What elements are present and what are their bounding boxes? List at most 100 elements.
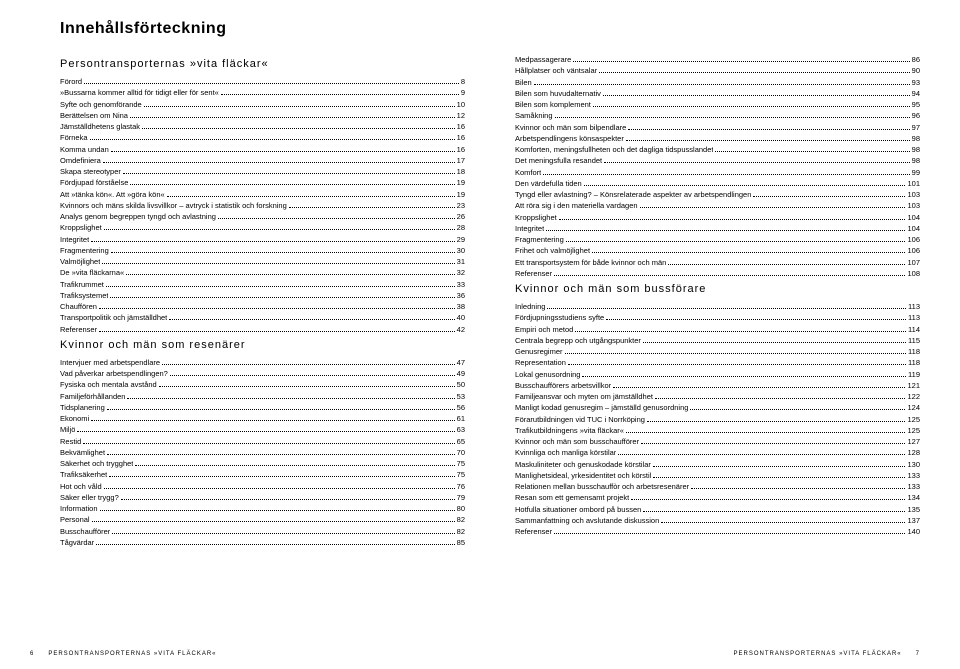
toc-entry-page: 134 — [907, 492, 920, 503]
toc-entry: Komfort 99 — [515, 167, 920, 178]
toc-entry-label: Empiri och metod — [515, 324, 573, 335]
toc-entry-page: 127 — [907, 436, 920, 447]
toc-entry-label: Intervjuer med arbetspendlare — [60, 357, 160, 368]
toc-entry-page: 94 — [912, 88, 920, 99]
toc-entry-page: 99 — [912, 167, 920, 178]
toc-entry: Den värdefulla tiden101 — [515, 178, 920, 189]
toc-entry-label: Att röra sig i den materiella vardagen — [515, 200, 638, 211]
toc-entry-label: Miljö — [60, 424, 75, 435]
toc-entry-label: Busschaufförers arbetsvillkor — [515, 380, 611, 391]
toc-entry-page: 8 — [461, 76, 465, 87]
footer-left-pagenum: 6 — [30, 651, 34, 657]
toc-entry-page: 86 — [912, 54, 920, 65]
toc-entry: Inledning 113 — [515, 301, 920, 312]
toc-entry-page: 61 — [457, 413, 465, 424]
toc-entry: Tågvärdar85 — [60, 537, 465, 548]
toc-entry-label: Ekonomi — [60, 413, 89, 424]
toc-entry: Resan som ett gemensamt projekt 134 — [515, 492, 920, 503]
toc-entry: Berättelsen om Nina12 — [60, 110, 465, 121]
toc-entry-dots — [691, 488, 905, 489]
toc-entry-label: Komfort — [515, 167, 541, 178]
toc-entry-page: 118 — [908, 357, 920, 368]
toc-entry-label: Sammanfattning och avslutande diskussion — [515, 515, 659, 526]
toc-entry: Hot och våld76 — [60, 481, 465, 492]
toc-entry-dots — [592, 252, 905, 253]
toc-entry: »Bussarna kommer alltid för tidigt eller… — [60, 87, 465, 98]
toc-entry-page: 79 — [457, 492, 465, 503]
toc-entry-label: Trafiksystemet — [60, 290, 108, 301]
toc-entry-label: Maskuliniteter och genuskodade körstilar — [515, 459, 651, 470]
toc-entry-dots — [84, 83, 459, 84]
toc-entry-dots — [289, 207, 455, 208]
toc-entry-page: 36 — [457, 290, 465, 301]
toc-entry-label: Fragmentering — [60, 245, 109, 256]
toc-entry-label: Trafiksäkerhet — [60, 469, 107, 480]
toc-entry-page: 113 — [908, 301, 920, 312]
toc-entry-page: 133 — [907, 481, 920, 492]
toc-entry-dots — [566, 241, 906, 242]
toc-entry-label: Referenser — [515, 268, 552, 279]
toc-entry: Genusregimer118 — [515, 346, 920, 357]
toc-entry-label: Hot och våld — [60, 481, 102, 492]
toc-entry-label: Personal — [60, 514, 90, 525]
toc-entry-dots — [102, 263, 454, 264]
toc-entry-label: Bilen — [515, 77, 532, 88]
toc-entry-page: 19 — [457, 189, 465, 200]
toc-entry: Fördjupad förståelse19 — [60, 177, 465, 188]
toc-entry-page: 40 — [457, 312, 465, 323]
toc-entry-dots — [643, 342, 906, 343]
toc-entry-dots — [715, 151, 909, 152]
toc-entry-dots — [568, 364, 906, 365]
toc-entry-label: Tidsplanering — [60, 402, 105, 413]
toc-entry-dots — [123, 173, 455, 174]
toc-entry-label: Det meningsfulla resandet — [515, 155, 602, 166]
toc-entry-label: Den värdefulla tiden — [515, 178, 582, 189]
toc-entry-label: »Bussarna kommer alltid för tidigt eller… — [60, 87, 219, 98]
toc-entry: Kroppslighet28 — [60, 222, 465, 233]
toc-entry-dots — [162, 364, 455, 365]
toc-entry: Busschaufförers arbetsvillkor121 — [515, 380, 920, 391]
toc-entry-page: 30 — [457, 245, 465, 256]
toc-entry-page: 56 — [457, 402, 465, 413]
toc-entry-label: Omdefiniera — [60, 155, 101, 166]
toc-entry: Fördjupningsstudiens syfte113 — [515, 312, 920, 323]
toc-entry: Trafiksäkerhet75 — [60, 469, 465, 480]
toc-entry-page: 119 — [908, 369, 920, 380]
toc-entry-dots — [559, 219, 906, 220]
toc-entry-dots — [83, 443, 454, 444]
toc-entry-dots — [77, 431, 454, 432]
toc-entry-dots — [655, 398, 906, 399]
toc-entry: Arbetspendlingens könsaspekter98 — [515, 133, 920, 144]
toc-entry-dots — [643, 511, 905, 512]
toc-entry-dots — [653, 466, 906, 467]
toc-entry-page: 122 — [907, 391, 920, 402]
toc-entry-label: Kvinnliga och manliga körstilar — [515, 447, 616, 458]
toc-entry-page: 140 — [907, 526, 920, 537]
toc-entry-label: Fördjupad förståelse — [60, 177, 128, 188]
toc-entry-dots — [606, 319, 906, 320]
toc-entry-dots — [626, 432, 906, 433]
toc-entry: Trafikrummet33 — [60, 279, 465, 290]
toc-entry-label: Inledning — [515, 301, 545, 312]
toc-entry-label: Tyngd eller avlastning? – Könsrelaterade… — [515, 189, 751, 200]
toc-entry-dots — [593, 106, 910, 107]
toc-entry-dots — [111, 151, 455, 152]
toc-entry-dots — [127, 398, 454, 399]
toc-entry: Bilen93 — [515, 77, 920, 88]
toc-entry-label: Manlighetsideal, yrkesidentitet och körs… — [515, 470, 651, 481]
toc-entry-label: Berättelsen om Nina — [60, 110, 128, 121]
toc-entry-dots — [546, 230, 905, 231]
toc-entry-label: Busschaufförer — [60, 526, 110, 537]
toc-entry: Komforten, meningsfullheten och det dagl… — [515, 144, 920, 155]
toc-entry-dots — [92, 521, 455, 522]
toc-entry-label: Komforten, meningsfullheten och det dagl… — [515, 144, 713, 155]
toc-entry: Komma undan16 — [60, 144, 465, 155]
toc-entry-page: 42 — [457, 324, 465, 335]
toc-entry-dots — [640, 207, 906, 208]
toc-entry: Transportpolitik och jämställdhet40 — [60, 312, 465, 323]
toc-entry: Jämställdhetens glastak16 — [60, 121, 465, 132]
toc-entry-dots — [130, 117, 455, 118]
toc-entry-label: Resan som ett gemensamt projekt — [515, 492, 629, 503]
toc-entry-page: 82 — [457, 514, 465, 525]
toc-entry-dots — [91, 241, 454, 242]
